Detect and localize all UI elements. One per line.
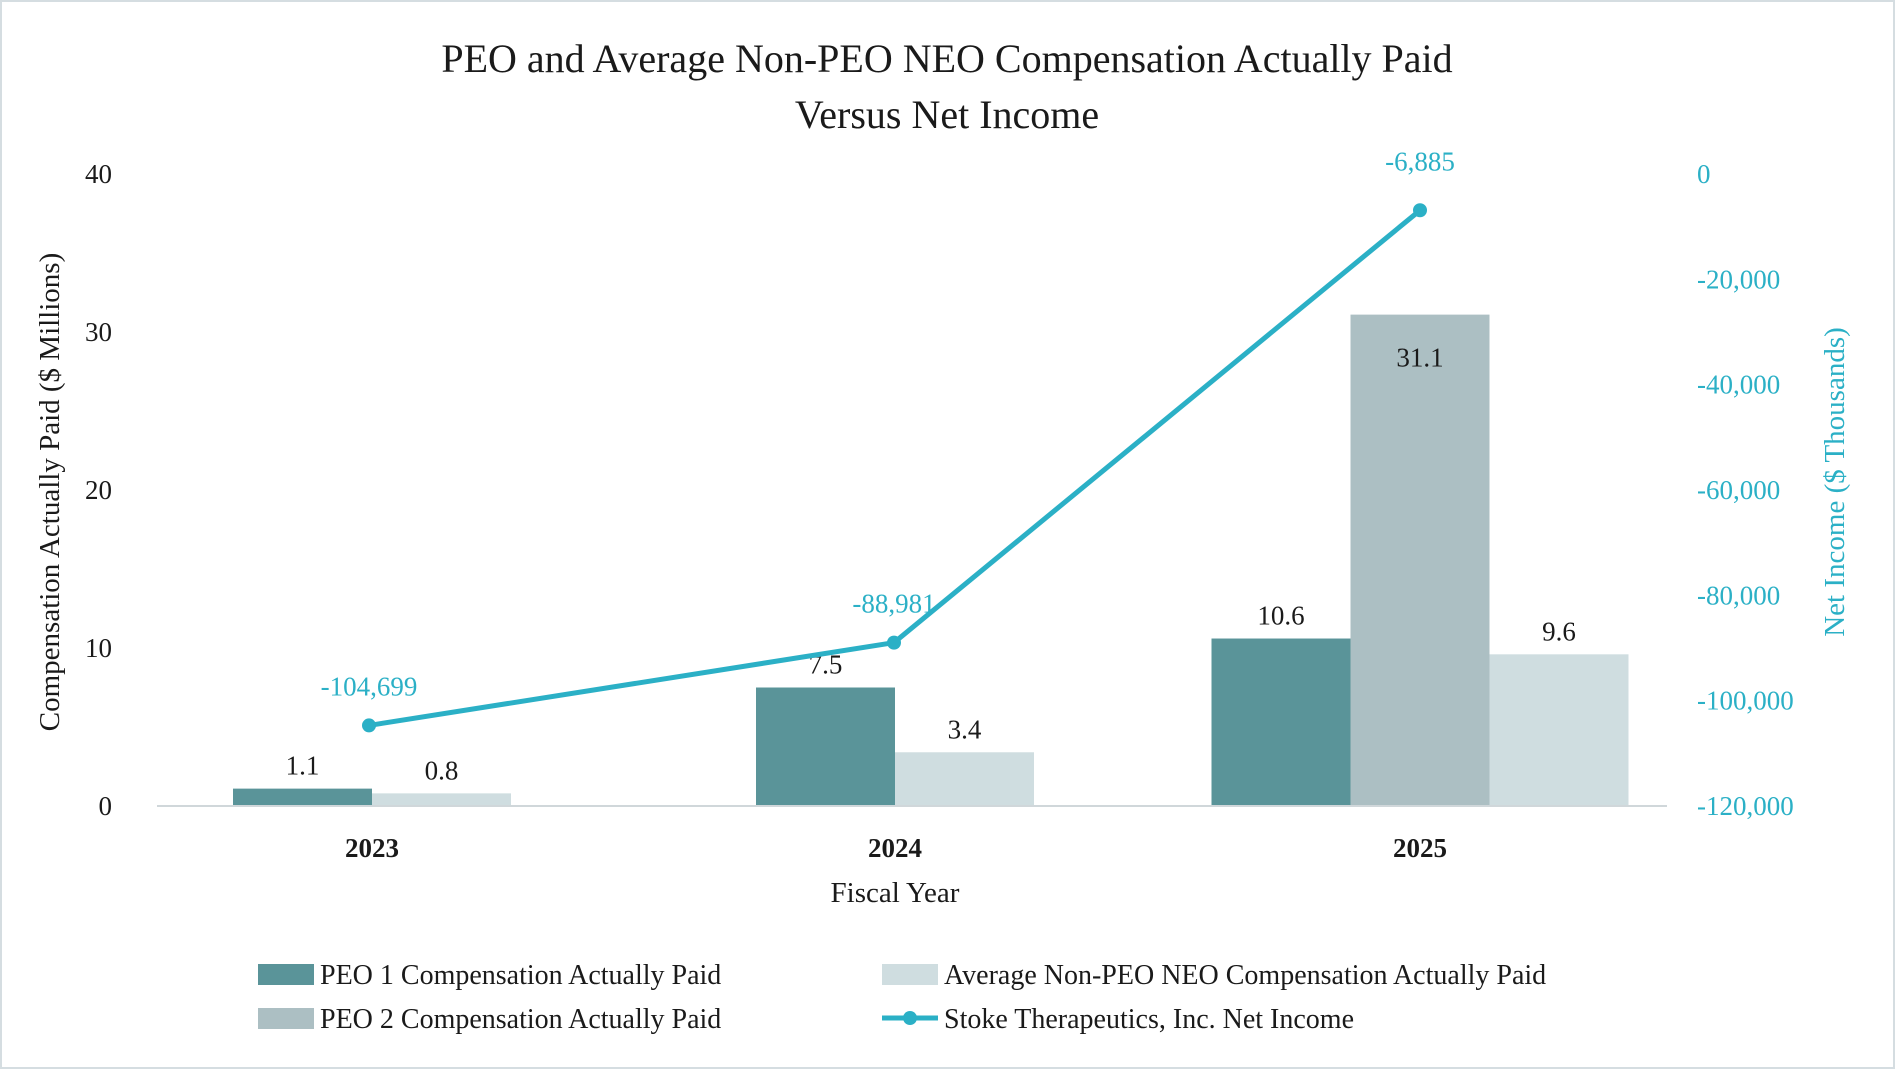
bar-data-label: 9.6: [1542, 616, 1576, 646]
bar-data-label: 0.8: [425, 755, 459, 785]
bar-series0-2023: [233, 788, 372, 806]
bar-series2-2024: [895, 752, 1034, 806]
bar-series0-2025: [1211, 638, 1351, 806]
bar-series2-2023: [372, 793, 511, 806]
bar-data-label: 3.4: [948, 714, 982, 744]
bar-series1-2025: [1350, 314, 1490, 806]
bar-data-label: 1.1: [286, 751, 320, 781]
bar-series0-2024: [756, 687, 895, 806]
chart-title-line: Versus Net Income: [795, 92, 1099, 137]
x-tick-label: 2025: [1393, 833, 1447, 863]
y-right-tick-label: -40,000: [1697, 370, 1780, 400]
y-right-axis-title: Net Income ($ Thousands): [1819, 327, 1851, 637]
y-right-tick-label: -120,000: [1697, 791, 1794, 821]
y-right-tick-label: -60,000: [1697, 475, 1780, 505]
y-right-tick-label: -20,000: [1697, 264, 1780, 294]
x-tick-label: 2023: [345, 833, 399, 863]
net-income-data-label: -104,699: [321, 671, 418, 701]
legend-swatch: [258, 1008, 314, 1029]
x-tick-label: 2024: [868, 833, 922, 863]
chart-title-line: PEO and Average Non-PEO NEO Compensation…: [441, 36, 1452, 81]
legend-entry-label: PEO 2 Compensation Actually Paid: [320, 1004, 721, 1035]
y-tick-label: 0: [99, 791, 113, 821]
net-income-point: [887, 635, 901, 650]
legend-entry-label: Average Non-PEO NEO Compensation Actuall…: [944, 960, 1546, 991]
net-income-data-label: -6,885: [1385, 146, 1455, 176]
y-tick-label: 30: [85, 317, 112, 347]
bar-data-label: 10.6: [1257, 601, 1304, 631]
net-income-point: [362, 718, 376, 733]
y-right-tick-label: -80,000: [1697, 580, 1780, 610]
net-income-data-label: -88,981: [852, 589, 935, 619]
y-axis-title: Compensation Actually Paid ($ Millions): [34, 253, 66, 731]
legend-swatch: [882, 964, 938, 985]
net-income-point: [1413, 203, 1427, 218]
y-tick-label: 20: [85, 475, 112, 505]
legend-entry-label: PEO 1 Compensation Actually Paid: [320, 960, 721, 991]
legend-entry-label: Stoke Therapeutics, Inc. Net Income: [944, 1004, 1354, 1035]
legend-marker: [903, 1011, 917, 1025]
y-tick-label: 40: [85, 159, 112, 189]
x-axis-title: Fiscal Year: [831, 877, 960, 909]
legend-swatch: [258, 964, 314, 985]
bar-series2-2025: [1489, 654, 1629, 806]
y-right-tick-label: -100,000: [1697, 686, 1794, 716]
y-tick-label: 10: [85, 633, 112, 663]
bar-data-label: 31.1: [1396, 343, 1443, 373]
y-right-tick-label: 0: [1697, 159, 1711, 189]
